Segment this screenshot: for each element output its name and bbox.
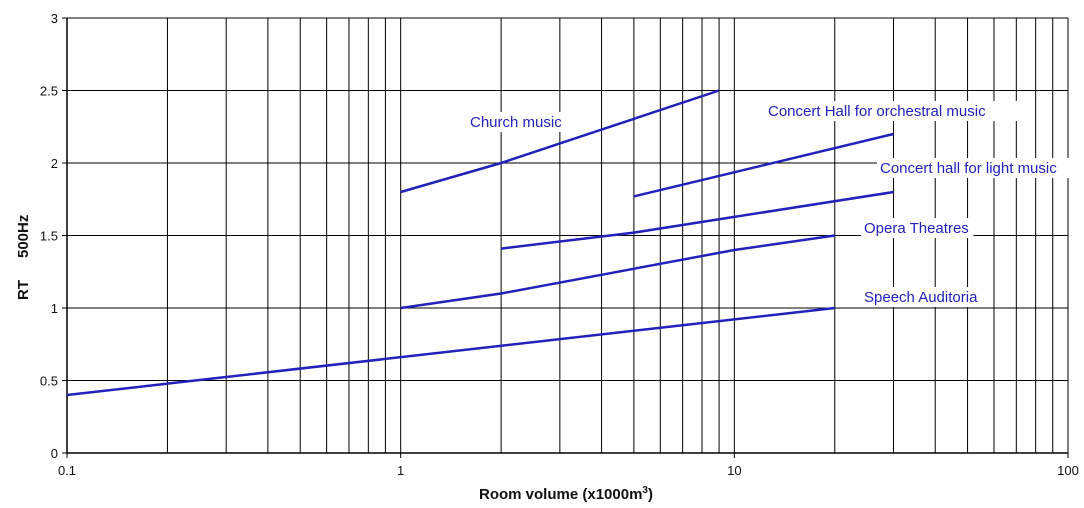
y-tick-label: 0 [51,446,58,461]
x-tick-label: 0.1 [58,463,76,478]
y-tick-label: 3 [51,11,58,26]
series-line [66,306,835,397]
series-label: Concert hall for light music [880,160,1057,177]
series-label-bg [467,112,565,132]
series-label: Concert Hall for orchestral music [768,103,986,120]
series-label: Opera Theatres [864,220,969,237]
y-tick-label: 0.5 [40,374,58,389]
series-label-bg [877,158,1084,178]
series-label-bg [861,287,989,307]
x-tick-label: 10 [727,463,741,478]
y-tick-label: 1.5 [40,229,58,244]
series-label: Speech Auditoria [864,289,978,306]
series-line [633,132,894,198]
y-tick-label: 2.5 [40,84,58,99]
series-label: Church music [470,114,562,131]
x-axis-title: Room volume (x1000m3) [479,485,653,503]
series-line [500,190,894,250]
x-tick-label: 1 [397,463,404,478]
y-tick-label: 1 [51,301,58,316]
y-tick-label: 2 [51,156,58,171]
series-line [400,234,835,310]
series-labels: Church music Concert Hall for orchestral … [467,101,1084,307]
series-lines [66,89,894,397]
axes: 0 0.5 1 1.5 2 2.5 3 0.1 1 10 100 [40,11,1079,478]
series-label-bg [861,218,974,238]
y-axis-title: RT500Hz [15,215,32,300]
series-line [400,89,720,194]
series-label-bg [765,101,1022,121]
x-tick-label: 100 [1057,463,1079,478]
